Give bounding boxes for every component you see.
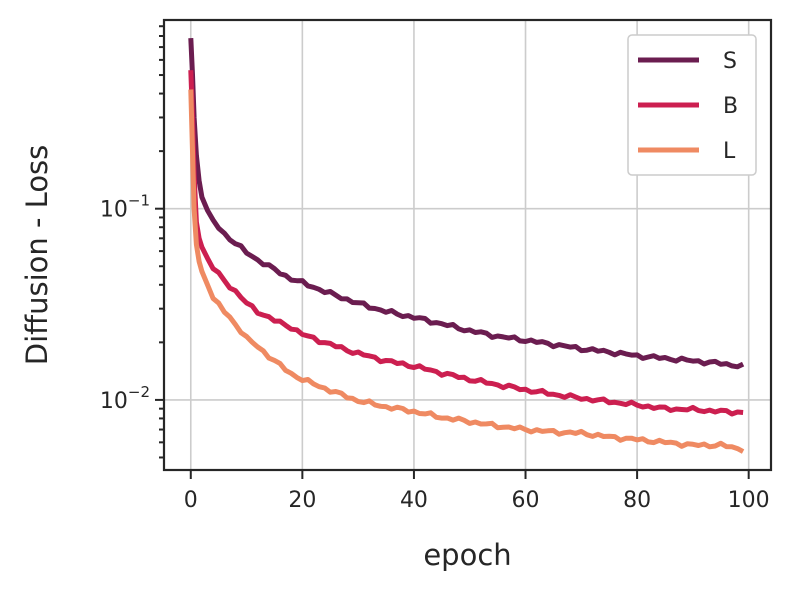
legend-label: B [723, 94, 738, 119]
axis-ticks [155, 25, 750, 479]
series-group [188, 37, 745, 454]
series-line-l [188, 89, 745, 454]
y-tick-label: 10−1 [100, 192, 150, 223]
x-tick-label: 0 [184, 488, 198, 513]
x-tick-label: 100 [728, 488, 770, 513]
y-axis-label: Diffusion - Loss [20, 145, 54, 366]
x-tick-label: 60 [512, 488, 540, 513]
plot-frame [162, 18, 773, 472]
x-axis-label: epoch [423, 538, 511, 572]
x-tick-label: 40 [400, 488, 428, 513]
x-tick-label: 80 [623, 488, 651, 513]
legend-label: S [723, 49, 737, 74]
series-line-b [188, 70, 744, 417]
legend-label: L [723, 139, 736, 164]
y-tick-label: 10−2 [100, 383, 150, 414]
legend: SBL [627, 34, 757, 176]
series-line-s [188, 37, 745, 370]
tick-labels: 0 20 40 60 80 100 10−1 10−2 [100, 192, 770, 513]
x-tick-label: 20 [288, 488, 316, 513]
